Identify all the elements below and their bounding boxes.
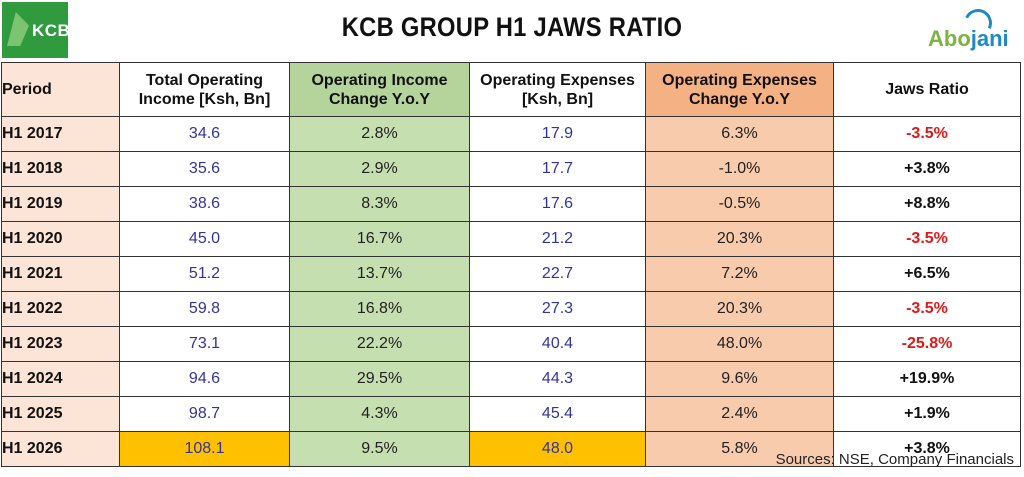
jaws-ratio-cell: +19.9% bbox=[833, 361, 1021, 397]
expenses-change-cell: 7.2% bbox=[645, 256, 834, 292]
income-change-cell: 9.5% bbox=[289, 431, 470, 467]
expenses-cell: 45.4 bbox=[469, 396, 646, 432]
expenses-cell: 44.3 bbox=[469, 361, 646, 397]
period-cell: H1 2024 bbox=[1, 361, 120, 397]
table-row: H1 2020 45.0 16.7% 21.2 20.3% -3.5% bbox=[1, 221, 1021, 257]
header-period: Period bbox=[1, 62, 120, 117]
abojani-logo: Abojani bbox=[922, 5, 1010, 56]
expenses-cell: 22.7 bbox=[469, 256, 646, 292]
period-cell: H1 2018 bbox=[1, 151, 120, 187]
expenses-cell: 40.4 bbox=[469, 326, 646, 362]
table-row: H1 2022 59.8 16.8% 27.3 20.3% -3.5% bbox=[1, 291, 1021, 327]
kcb-logo-text: KCB bbox=[32, 21, 71, 40]
period-cell: H1 2021 bbox=[1, 256, 120, 292]
income-change-cell: 8.3% bbox=[289, 186, 470, 222]
table-header-row: Period Total Operating Income [Ksh, Bn] O… bbox=[1, 62, 1021, 117]
expenses-change-cell: 20.3% bbox=[645, 291, 834, 327]
jaws-ratio-cell: +8.8% bbox=[833, 186, 1021, 222]
jaws-ratio-cell: +6.5% bbox=[833, 256, 1021, 292]
expenses-change-cell: 20.3% bbox=[645, 221, 834, 257]
income-change-cell: 16.8% bbox=[289, 291, 470, 327]
header-jaws-ratio: Jaws Ratio bbox=[833, 62, 1021, 117]
header-operating-income-change: Operating Income Change Y.o.Y bbox=[289, 62, 470, 117]
expenses-change-cell: 48.0% bbox=[645, 326, 834, 362]
expenses-cell: 17.9 bbox=[469, 116, 646, 152]
income-cell: 38.6 bbox=[119, 186, 290, 222]
income-change-cell: 16.7% bbox=[289, 221, 470, 257]
table-row: H1 2024 94.6 29.5% 44.3 9.6% +19.9% bbox=[1, 361, 1021, 397]
income-cell: 45.0 bbox=[119, 221, 290, 257]
income-cell: 98.7 bbox=[119, 396, 290, 432]
period-cell: H1 2023 bbox=[1, 326, 120, 362]
header-operating-expenses-change: Operating Expenses Change Y.o.Y bbox=[645, 62, 834, 117]
income-change-cell: 2.9% bbox=[289, 151, 470, 187]
jaws-ratio-cell: -3.5% bbox=[833, 221, 1021, 257]
header-operating-expenses: Operating Expenses [Ksh, Bn] bbox=[469, 62, 646, 117]
table-row: H1 2021 51.2 13.7% 22.7 7.2% +6.5% bbox=[1, 256, 1021, 292]
table-row: H1 2026 108.1 9.5% 48.0 5.8% +3.8% bbox=[1, 431, 1021, 467]
income-cell: 108.1 bbox=[119, 431, 290, 467]
table-row: H1 2018 35.6 2.9% 17.7 -1.0% +3.8% bbox=[1, 151, 1021, 187]
jaws-ratio-cell: -3.5% bbox=[833, 291, 1021, 327]
expenses-cell: 48.0 bbox=[469, 431, 646, 467]
expenses-cell: 21.2 bbox=[469, 221, 646, 257]
expenses-change-cell: -1.0% bbox=[645, 151, 834, 187]
kcb-logo: KCB bbox=[2, 2, 71, 58]
income-cell: 34.6 bbox=[119, 116, 290, 152]
expenses-change-cell: 2.4% bbox=[645, 396, 834, 432]
expenses-cell: 17.6 bbox=[469, 186, 646, 222]
jaws-ratio-cell: +3.8% bbox=[833, 151, 1021, 187]
expenses-change-cell: 6.3% bbox=[645, 116, 834, 152]
period-cell: H1 2019 bbox=[1, 186, 120, 222]
jaws-ratio-cell: +1.9% bbox=[833, 396, 1021, 432]
period-cell: H1 2017 bbox=[1, 116, 120, 152]
income-change-cell: 29.5% bbox=[289, 361, 470, 397]
income-cell: 59.8 bbox=[119, 291, 290, 327]
table-row: H1 2025 98.7 4.3% 45.4 2.4% +1.9% bbox=[1, 396, 1021, 432]
income-cell: 94.6 bbox=[119, 361, 290, 397]
abojani-logo-text: Abojani bbox=[928, 26, 1009, 51]
period-cell: H1 2022 bbox=[1, 291, 120, 327]
header: KCB KCB GROUP H1 JAWS RATIO Abojani bbox=[0, 0, 1024, 62]
expenses-change-cell: -0.5% bbox=[645, 186, 834, 222]
period-cell: H1 2026 bbox=[1, 431, 120, 467]
income-cell: 35.6 bbox=[119, 151, 290, 187]
expenses-cell: 17.7 bbox=[469, 151, 646, 187]
expenses-change-cell: 5.8% bbox=[645, 431, 834, 467]
header-total-operating-income: Total Operating Income [Ksh, Bn] bbox=[119, 62, 290, 117]
table-row: H1 2023 73.1 22.2% 40.4 48.0% -25.8% bbox=[1, 326, 1021, 362]
income-cell: 51.2 bbox=[119, 256, 290, 292]
period-cell: H1 2020 bbox=[1, 221, 120, 257]
expenses-change-cell: 9.6% bbox=[645, 361, 834, 397]
period-cell: H1 2025 bbox=[1, 396, 120, 432]
jaws-ratio-cell: +3.8% bbox=[833, 431, 1021, 467]
income-change-cell: 22.2% bbox=[289, 326, 470, 362]
income-cell: 73.1 bbox=[119, 326, 290, 362]
table-row: H1 2019 38.6 8.3% 17.6 -0.5% +8.8% bbox=[1, 186, 1021, 222]
source-note: Sources: NSE, Company Financials bbox=[775, 451, 1014, 468]
jaws-ratio-cell: -3.5% bbox=[833, 116, 1021, 152]
table-row: H1 2017 34.6 2.8% 17.9 6.3% -3.5% bbox=[1, 116, 1021, 152]
jaws-ratio-table: Period Total Operating Income [Ksh, Bn] O… bbox=[1, 62, 1021, 467]
expenses-cell: 27.3 bbox=[469, 291, 646, 327]
income-change-cell: 13.7% bbox=[289, 256, 470, 292]
page-title: KCB GROUP H1 JAWS RATIO bbox=[341, 12, 683, 42]
income-change-cell: 4.3% bbox=[289, 396, 470, 432]
jaws-ratio-cell: -25.8% bbox=[833, 326, 1021, 362]
kcb-logo-mark-icon bbox=[7, 12, 29, 46]
income-change-cell: 2.8% bbox=[289, 116, 470, 152]
